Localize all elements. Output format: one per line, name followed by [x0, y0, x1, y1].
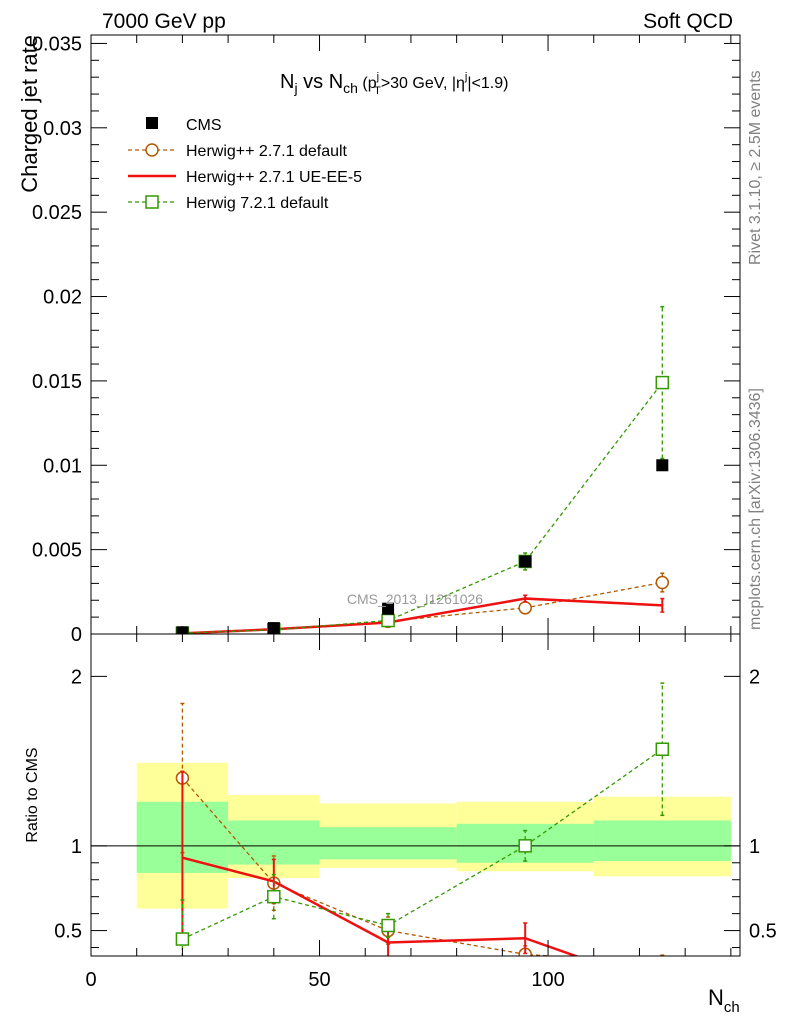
legend-herwigpp-default-marker — [145, 143, 159, 157]
main-y-tick-label: 0 — [71, 624, 82, 646]
ratio-band-inner — [319, 827, 457, 860]
ratio-y-tick-label: 1 — [71, 836, 82, 858]
main-y-tick-label: 0.03 — [43, 118, 82, 140]
ratio-line-herwigpp-ueee5 — [182, 856, 580, 956]
rivet-version-label: Rivet 3.1.10, ≥ 2.5M events — [747, 70, 764, 265]
header-energy-label: 7000 GeV pp — [102, 10, 226, 33]
main-point-cms — [656, 459, 669, 472]
legend-cms-marker — [146, 117, 158, 129]
ratio-y-tick-label-right: 0.5 — [749, 921, 777, 943]
header-category-label: Soft QCD — [643, 10, 733, 33]
x-tick-label: 50 — [308, 969, 330, 991]
main-point-herwig7 — [655, 375, 670, 390]
ratio-y-tick-label: 0.5 — [54, 921, 82, 943]
legend-cms-label: CMS — [186, 117, 222, 134]
ratio-panel-frame — [90, 633, 741, 957]
axes-ticks: 0 50 100 0 0.005 0.01 0.015 0.02 0.025 0.03 0.035 0… — [32, 33, 777, 991]
main-panel-series — [175, 305, 670, 634]
ratio-y-tick-label-right: 2 — [749, 666, 760, 688]
plot-title: Nj vs Nch (pj T>30 GeV, |ηj|<1.9) — [280, 71, 508, 97]
legend-herwig7-label: Herwig 7.2.1 default — [186, 195, 329, 212]
ratio-point-herwigpp-default — [656, 958, 668, 970]
ratio-uncertainty-bands — [136, 762, 731, 909]
main-y-tick-label: 0.02 — [43, 287, 82, 309]
main-point-herwigpp-default — [655, 575, 670, 590]
ratio-band-inner — [228, 820, 320, 865]
mcplots-reference-label: mcplots.cern.ch [arXiv:1306.3436] — [747, 388, 764, 630]
main-point-herwig7 — [381, 613, 395, 628]
ratio-panel-series — [175, 682, 670, 970]
legend-herwig7-marker — [145, 195, 159, 209]
main-point-cms — [519, 555, 532, 568]
legend-herwigpp-ueee5-label: Herwig++ 2.7.1 UE-EE-5 — [186, 169, 362, 186]
ratio-y-tick-label: 2 — [71, 666, 82, 688]
main-y-tick-label: 0.015 — [32, 371, 82, 393]
ratio-y-tick-label-right: 1 — [749, 836, 760, 858]
main-y-tick-label: 0.005 — [32, 540, 82, 562]
ratio-point-herwig7 — [175, 932, 190, 946]
analysis-watermark: CMS_2013_I1261026 — [347, 591, 483, 607]
legend: CMS Herwig++ 2.7.1 default Herwig++ 2.7.… — [128, 117, 362, 212]
legend-herwigpp-default-label: Herwig++ 2.7.1 default — [186, 143, 348, 160]
x-axis-title: Nch — [708, 985, 740, 1016]
ratio-point-herwig7 — [518, 839, 532, 853]
main-y-tick-label: 0.025 — [32, 202, 82, 224]
ratio-point-herwig7 — [655, 742, 670, 756]
main-point-herwigpp-default — [518, 601, 532, 615]
x-tick-label: 0 — [85, 969, 96, 991]
main-point-cms — [382, 602, 395, 615]
ratio-point-herwig7 — [381, 918, 395, 933]
ratio-y-axis-title: Ratio to CMS — [24, 747, 41, 842]
main-y-tick-label: 0.01 — [43, 455, 82, 477]
ratio-point-herwig7 — [267, 889, 281, 904]
main-y-tick-label: 0.035 — [32, 33, 82, 55]
x-tick-label: 100 — [531, 969, 564, 991]
main-y-axis-title: Charged jet rate — [17, 35, 42, 193]
ratio-band-inner — [593, 820, 731, 862]
